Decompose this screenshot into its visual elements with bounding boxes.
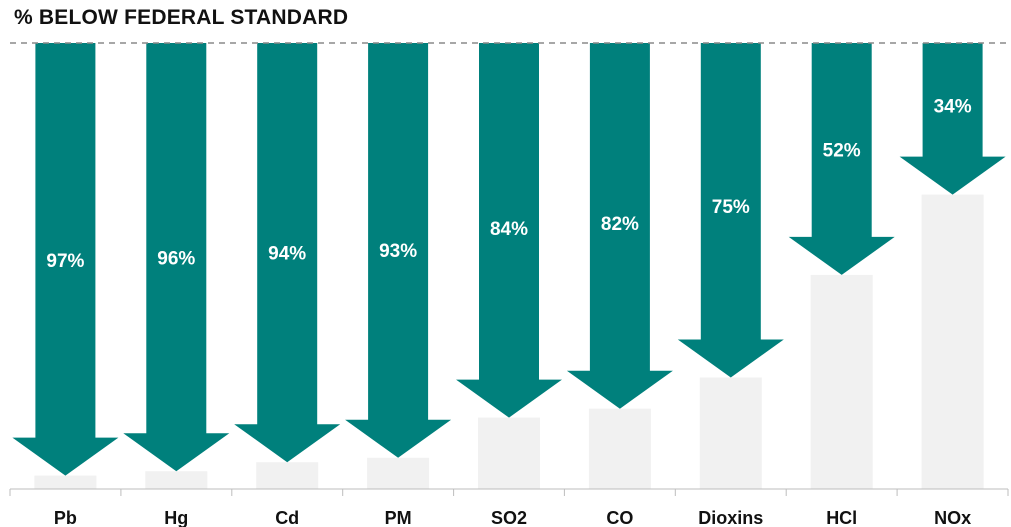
- remaining-bar-nox: [921, 194, 984, 489]
- percent-labels: 97% 96% 94% 93% 84% 82% 75% 52% 34%: [46, 97, 971, 273]
- percent-label-cd: 94%: [268, 244, 306, 265]
- remaining-bars: [34, 194, 984, 489]
- reduction-arrow-nox: [899, 43, 1006, 195]
- percent-label-pm: 93%: [379, 241, 417, 262]
- x-axis: [9, 488, 1009, 496]
- percent-label-co: 82%: [601, 214, 639, 235]
- percent-label-so2: 84%: [490, 219, 528, 240]
- category-label-so2: SO2: [491, 508, 527, 527]
- chart-title: % BELOW FEDERAL STANDARD: [14, 6, 349, 29]
- category-labels: Pb Hg Cd PM SO2 CO Dioxins HCl NOx: [54, 508, 971, 527]
- reduction-arrow-co: [566, 43, 673, 409]
- reduction-arrow-dioxins: [677, 43, 784, 378]
- category-label-nox: NOx: [934, 508, 971, 527]
- percent-label-pb: 97%: [46, 251, 84, 272]
- category-label-hg: Hg: [164, 508, 188, 527]
- remaining-bar-pm: [367, 457, 430, 489]
- remaining-bar-co: [588, 408, 651, 489]
- category-label-co: CO: [606, 508, 633, 527]
- category-label-hcl: HCl: [826, 508, 857, 527]
- reduction-arrow-pb: [12, 43, 119, 476]
- remaining-bar-pb: [34, 475, 97, 489]
- category-label-pb: Pb: [54, 508, 77, 527]
- percent-label-hg: 96%: [157, 249, 195, 270]
- remaining-bar-hg: [145, 471, 208, 489]
- category-label-pm: PM: [385, 508, 412, 527]
- reduction-arrow-hcl: [788, 43, 895, 275]
- remaining-bar-hcl: [810, 274, 873, 489]
- reduction-arrows: [12, 43, 1006, 476]
- category-label-dioxins: Dioxins: [698, 508, 763, 527]
- remaining-bar-so2: [478, 417, 540, 489]
- remaining-bar-dioxins: [699, 377, 762, 489]
- reduction-arrow-so2: [456, 43, 562, 418]
- remaining-bar-cd: [256, 462, 319, 489]
- reduction-arrow-pm: [345, 43, 452, 458]
- percent-label-hcl: 52%: [823, 141, 861, 162]
- percent-label-nox: 34%: [934, 97, 972, 118]
- percent-label-dioxins: 75%: [712, 197, 750, 218]
- category-label-cd: Cd: [275, 508, 299, 527]
- reduction-arrow-cd: [234, 43, 341, 463]
- reduction-arrow-hg: [123, 43, 230, 472]
